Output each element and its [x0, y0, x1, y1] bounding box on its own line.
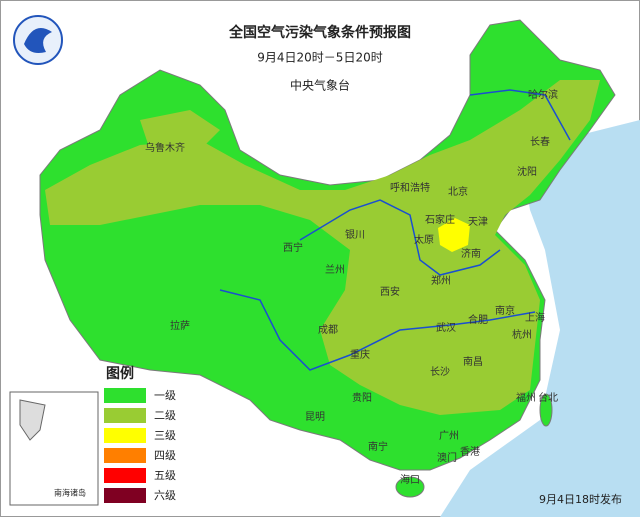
city-label: 郑州	[431, 274, 451, 287]
legend-label: 六级	[154, 489, 176, 502]
taiwan	[539, 393, 553, 427]
city-label: 昆明	[305, 411, 325, 423]
logo-swirl	[24, 28, 52, 53]
city-label: 银川	[345, 228, 365, 241]
legend-swatch	[104, 448, 146, 463]
legend-label: 四级	[154, 449, 176, 462]
city-label: 上海	[525, 311, 545, 324]
title: 全国空气污染气象条件预报图	[228, 24, 411, 41]
city-label: 杭州	[512, 328, 532, 341]
city-label: 合肥	[468, 313, 488, 326]
legend-swatch	[104, 468, 146, 483]
inset-label: 南海诸岛	[54, 488, 86, 498]
city-label: 武汉	[436, 321, 456, 334]
city-label: 哈尔滨	[528, 88, 558, 101]
city-label: 天津	[468, 216, 488, 228]
city-label: 长春	[530, 136, 550, 148]
city-label: 西宁	[283, 241, 303, 254]
xinjiang-level2	[140, 110, 220, 150]
period: 9月4日20时－5日20时	[257, 51, 382, 65]
city-label: 兰州	[325, 263, 345, 276]
city-label: 福州	[516, 391, 536, 404]
legend-label: 一级	[154, 389, 176, 402]
city-label: 太原	[414, 233, 434, 246]
city-label: 成都	[318, 324, 338, 336]
city-label: 海口	[400, 473, 420, 486]
legend-swatch	[104, 408, 146, 423]
legend-label: 五级	[154, 469, 176, 482]
legend-title: 图例	[106, 365, 134, 382]
level3-area	[438, 218, 470, 252]
city-label: 台北	[538, 391, 558, 404]
city-label: 澳门	[437, 451, 457, 464]
city-label: 长沙	[430, 366, 450, 378]
city-label: 沈阳	[517, 165, 537, 178]
city-label: 广州	[439, 430, 459, 442]
rivers	[219, 89, 571, 371]
legend-label: 二级	[154, 409, 176, 422]
agency: 中央气象台	[290, 78, 350, 93]
city-label: 西安	[380, 285, 400, 298]
city-label: 香港	[460, 446, 480, 458]
city-label: 石家庄	[425, 213, 455, 226]
city-label: 南京	[495, 304, 515, 317]
city-label: 重庆	[350, 348, 370, 361]
city-label: 呼和浩特	[390, 182, 430, 194]
legend-label: 三级	[154, 429, 176, 442]
city-label: 北京	[448, 185, 468, 198]
hainan	[395, 476, 425, 498]
city-label: 拉萨	[170, 319, 190, 332]
legend-swatch	[104, 388, 146, 403]
legend-swatch	[104, 488, 146, 503]
china-level2	[45, 80, 600, 415]
city-label: 南宁	[368, 440, 388, 453]
sea	[440, 120, 640, 517]
city-label: 济南	[461, 247, 481, 260]
city-label: 南昌	[463, 355, 483, 368]
inset-coast	[19, 399, 46, 441]
release-time: 9月4日18时发布	[539, 492, 622, 506]
legend-swatch	[104, 428, 146, 443]
city-label: 乌鲁木齐	[145, 141, 185, 154]
city-label: 贵阳	[352, 391, 372, 404]
